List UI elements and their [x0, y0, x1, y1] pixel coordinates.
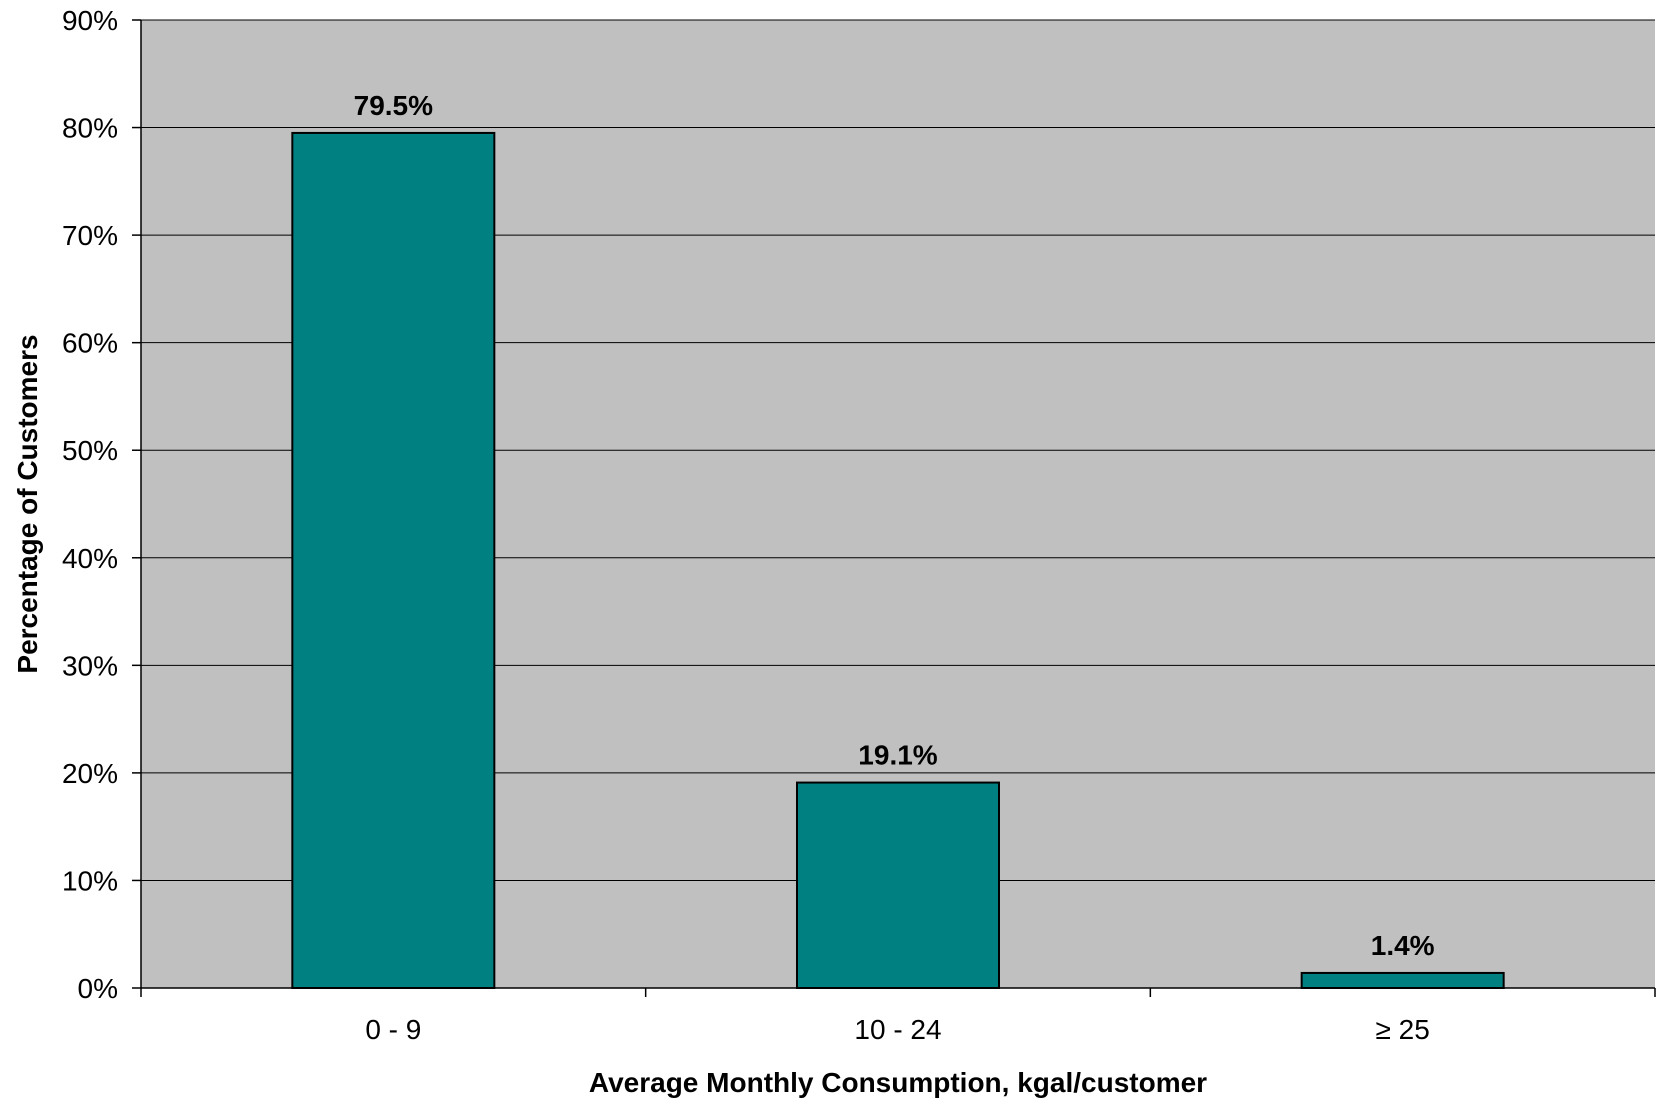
y-tick-labels: 0% 10% 20% 30% 40% 50% 60% 70% 80% 90%	[62, 5, 141, 1004]
data-labels: 79.5% 19.1% 1.4%	[354, 90, 1435, 961]
data-label-2: 19.1%	[858, 740, 937, 771]
bar-3	[1300, 971, 1505, 989]
y-tick-label: 50%	[62, 435, 118, 466]
axes	[140, 20, 1655, 989]
y-axis-title: Percentage of Customers	[12, 334, 43, 673]
bar-2	[796, 781, 1000, 990]
y-tick-label: 10%	[62, 865, 118, 896]
bar-1	[291, 131, 496, 989]
x-tick-label: ≥ 25	[1376, 1014, 1430, 1045]
x-tick-labels: 0 - 9 10 - 24 ≥ 25	[140, 988, 1656, 1045]
x-tick-label: 10 - 24	[854, 1014, 941, 1045]
data-label-1: 79.5%	[354, 90, 433, 121]
y-tick-label: 60%	[62, 328, 118, 359]
y-tick-label: 90%	[62, 5, 118, 36]
data-label-3: 1.4%	[1371, 930, 1435, 961]
x-axis-title: Average Monthly Consumption, kgal/custom…	[589, 1067, 1207, 1098]
y-tick-label: 20%	[62, 758, 118, 789]
y-tick-label: 0%	[78, 973, 118, 1004]
y-tick-label: 70%	[62, 220, 118, 251]
bars	[291, 131, 1505, 990]
y-tick-label: 40%	[62, 543, 118, 574]
y-tick-label: 30%	[62, 650, 118, 681]
y-tick-label: 80%	[62, 113, 118, 144]
x-tick-label: 0 - 9	[365, 1014, 421, 1045]
